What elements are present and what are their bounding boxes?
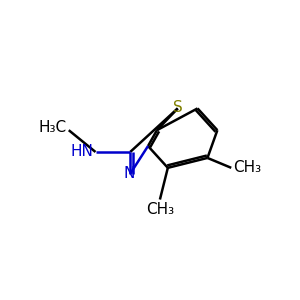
Text: HN: HN [71,145,94,160]
Text: CH₃: CH₃ [146,202,174,217]
Text: N: N [124,166,135,181]
Text: CH₃: CH₃ [233,160,261,175]
Text: H₃C: H₃C [39,120,67,135]
Text: S: S [173,100,183,115]
